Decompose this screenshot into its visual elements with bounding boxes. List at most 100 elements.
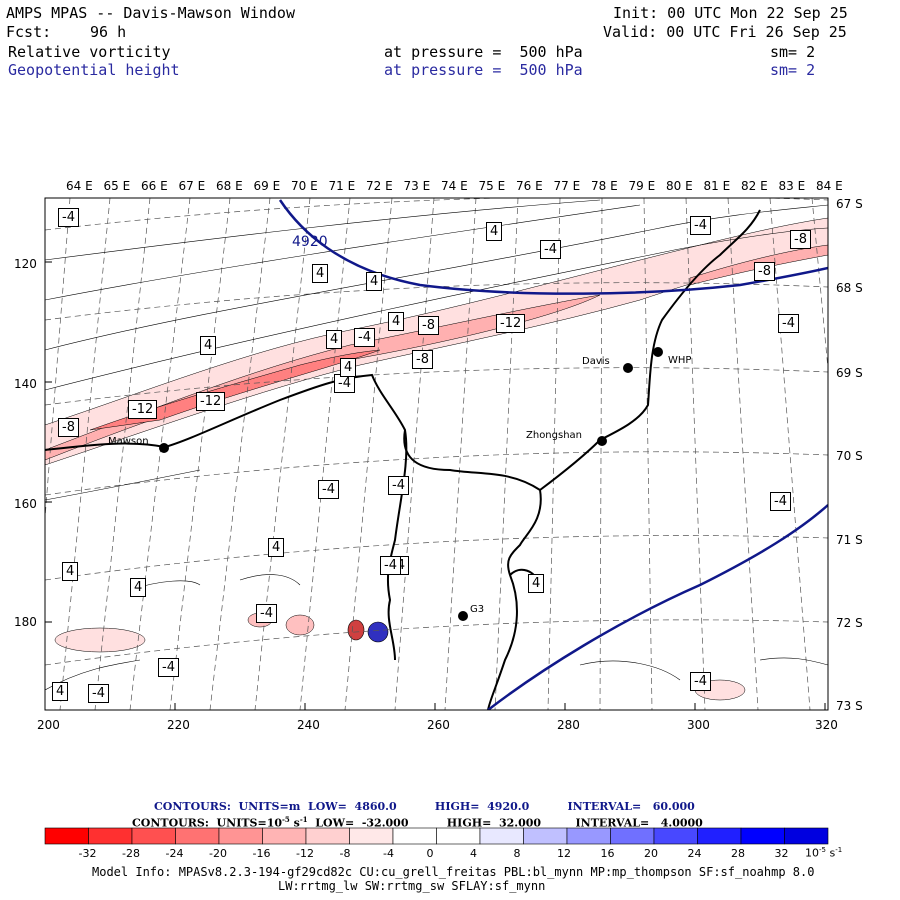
lon-label: 82 E: [741, 179, 768, 193]
colorbar-cell: [523, 827, 568, 845]
lon-label: 83 E: [778, 179, 806, 193]
vorticity-contour-label: 4: [388, 312, 405, 331]
valid-time: Valid: 00 UTC Fri 26 Sep 25: [603, 23, 847, 41]
lon-label: 73 E: [403, 179, 431, 193]
x-axis-label: 300: [687, 718, 710, 732]
lon-label: 71 E: [328, 179, 356, 193]
vorticity-contour-label: -12: [496, 314, 526, 333]
vorticity-contour-label: -8: [418, 316, 439, 335]
colorbar-tick-label: 4: [470, 847, 477, 860]
colorbar-tick-label: 0: [426, 847, 434, 860]
y-axis-label: 140: [14, 377, 37, 391]
vorticity-contour-label: -4: [388, 476, 409, 495]
colorbar-cells: [44, 827, 829, 845]
vorticity-contour-label: -8: [790, 230, 811, 249]
colorbar-tick-label: -8: [339, 847, 351, 860]
colorbar-cell: [436, 827, 481, 845]
lat-label: 70 S: [836, 449, 863, 463]
station-marker-mawson: [159, 443, 169, 453]
colorbar-tick-label: 24: [687, 847, 702, 860]
vorticity-contour-label: -12: [196, 392, 226, 411]
colorbar-tick-label: 20: [644, 847, 658, 860]
vorticity-contour-label: -4: [690, 672, 711, 691]
lon-label: 84 E: [816, 179, 843, 193]
colorbar-tick-label: -24: [165, 847, 184, 860]
vorticity-contour-label: -4: [318, 480, 339, 499]
model-info-line2: LW:rrtmg_lw SW:rrtmg_sw SFLAY:sf_mynn: [278, 879, 546, 893]
station-marker-g3: [458, 611, 468, 621]
colorbar-cell: [566, 827, 611, 845]
vorticity-contour-label: 4: [200, 336, 217, 355]
colorbar-tick-label: -28: [122, 847, 140, 860]
vorticity-contour-label: -4: [58, 208, 79, 227]
lon-label: 65 E: [103, 179, 131, 193]
lon-label: 79 E: [628, 179, 656, 193]
colorbar-cell: [44, 827, 89, 845]
colorbar-tick-label: 28: [731, 847, 745, 860]
init-time: Init: 00 UTC Mon 22 Sep 25: [613, 4, 848, 22]
lon-label: 75 E: [478, 179, 506, 193]
vorticity-contour-label: -4: [690, 216, 711, 235]
vorticity-contour-label: -4: [334, 374, 355, 393]
lon-label: 81 E: [703, 179, 731, 193]
field2-sm: sm= 2: [770, 61, 816, 79]
axis-ticks: [44, 261, 826, 710]
colorbar-cell: [740, 827, 785, 845]
lon-label: 77 E: [553, 179, 581, 193]
vorticity-contour-label: 4: [268, 538, 285, 557]
vorticity-contour-label: 4: [130, 578, 147, 597]
vorticity-patch: [285, 614, 315, 636]
lat-label: 67 S: [836, 197, 863, 211]
station-label: G3: [470, 604, 485, 615]
x-axis-label: 320: [815, 718, 838, 732]
vorticity-contour-info: CONTOURS: UNITS=10-5 s-1 LOW= -32.000 HI…: [132, 815, 703, 830]
y-axis-label: 180: [14, 615, 37, 629]
field1-name: Relative vorticity: [8, 43, 171, 61]
colorbar-tick-label: -32: [78, 847, 97, 860]
colorbar-tick-label: -12: [296, 847, 314, 860]
lon-label: 64 E: [66, 179, 93, 193]
colorbar-tick-label: 16: [600, 847, 615, 860]
field2-name: Geopotential height: [8, 61, 180, 79]
lon-label: 69 E: [253, 179, 281, 193]
vorticity-contour-label: -4: [88, 684, 109, 703]
vorticity-contour-label: -8: [754, 262, 775, 281]
height-contour-info: CONTOURS: UNITS=m LOW= 4860.0 HIGH= 4920…: [154, 800, 695, 813]
field1-sm: sm= 2: [770, 43, 816, 61]
x-axis-label: 260: [427, 718, 450, 732]
lat-label: 72 S: [836, 616, 863, 630]
vorticity-contour-label: -4: [256, 604, 277, 623]
station-label: WHP: [668, 355, 692, 366]
model-info-line1: Model Info: MPASv8.2.3-194-gf29cd82c CU:…: [92, 865, 815, 879]
colorbar-cell: [479, 827, 524, 845]
vorticity-contour-label: -4: [158, 658, 179, 677]
lat-label: 73 S: [836, 699, 863, 713]
vorticity-dipole-positive: [367, 621, 389, 643]
colorbar-tick-label: 32: [774, 847, 789, 860]
vorticity-contour-label: -8: [412, 350, 433, 369]
lon-label: 80 E: [666, 179, 693, 193]
station-marker-zhongshan: [597, 436, 607, 446]
colorbar-tick-label: -20: [209, 847, 227, 860]
vorticity-patch: [54, 627, 146, 653]
colorbar-cell: [131, 827, 176, 845]
height-contour-4860: [487, 504, 828, 710]
vorticity-dipole-negative: [347, 619, 365, 641]
lon-label: 76 E: [516, 179, 543, 193]
colorbar-cell: [175, 827, 220, 845]
y-axis-label: 120: [14, 257, 37, 271]
lon-label: 66 E: [141, 179, 168, 193]
vorticity-contour-label: 4: [312, 264, 329, 283]
colorbar-cell: [610, 827, 655, 845]
station-marker-whp: [653, 347, 663, 357]
lat-label: 69 S: [836, 366, 863, 380]
colorbar-cell: [88, 827, 133, 845]
vorticity-contour-label: -4: [778, 314, 799, 333]
vorticity-contour-label: -8: [58, 418, 79, 437]
colorbar-unit: 10-5 s-1: [805, 846, 843, 860]
colorbar-cell: [262, 827, 307, 845]
colorbar-tick-label: 8: [513, 847, 521, 860]
vorticity-contour-label: 4: [528, 574, 545, 593]
